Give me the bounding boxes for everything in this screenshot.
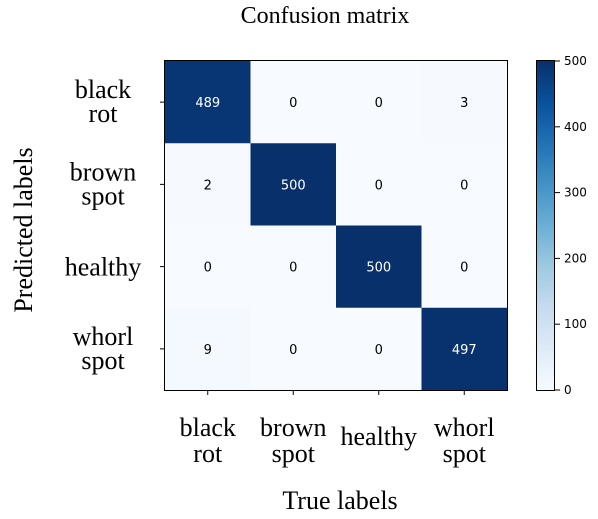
- matrix-cell: [421, 61, 508, 144]
- matrix-cell: [250, 61, 337, 144]
- x-axis: black rot brown spot healthy whorl spot: [180, 390, 495, 468]
- cell-value-label: 0: [289, 96, 297, 111]
- cell-value-label: 0: [460, 261, 468, 276]
- matrix-cell: [165, 307, 251, 391]
- colorbar-tick-label: 200: [564, 251, 587, 265]
- colorbar: 0 100 200 300 400 500: [536, 54, 587, 397]
- cell-value-label: 500: [281, 178, 306, 193]
- cell-value-label: 0: [375, 178, 383, 193]
- matrix-cell: [421, 307, 508, 391]
- cell-value-label: 0: [460, 178, 468, 193]
- cell-value-label: 2: [204, 178, 212, 193]
- y-tick-label: whorl spot: [73, 322, 134, 375]
- cell-value-label: 497: [452, 343, 477, 358]
- matrix-cell: [165, 225, 251, 309]
- cell-value-label: 0: [375, 343, 383, 358]
- matrix-cell: [250, 143, 337, 226]
- matrix-cell: [165, 61, 251, 144]
- cell-value-label: 3: [460, 96, 468, 111]
- matrix-cells: [165, 61, 508, 391]
- cell-value-label: 0: [375, 96, 383, 111]
- matrix-cell: [250, 225, 337, 309]
- y-tick-label: black rot: [75, 75, 131, 128]
- x-tick-label: whorl spot: [434, 413, 495, 468]
- matrix-cell: [421, 143, 508, 226]
- colorbar-tick-label: 100: [564, 317, 587, 331]
- matrix-cell: [336, 307, 422, 391]
- colorbar-tick-label: 500: [564, 54, 587, 68]
- x-axis-label: True labels: [282, 486, 397, 515]
- cell-value-label: 0: [204, 261, 212, 276]
- colorbar-gradient: [536, 60, 555, 391]
- colorbar-tick-label: 300: [564, 186, 587, 200]
- x-tick-label: brown spot: [260, 413, 326, 468]
- x-tick-label: black rot: [180, 413, 236, 468]
- cell-value-label: 9: [204, 343, 212, 358]
- chart-title: Confusion matrix: [241, 3, 410, 29]
- matrix-cell-labels: 489 0 0 3 2 500 0 0 0 0 500 0 9 0 0 497: [195, 96, 476, 358]
- cell-value-label: 500: [366, 261, 391, 276]
- matrix-cell: [250, 307, 337, 391]
- y-axis-label: Predicted labels: [9, 147, 38, 312]
- matrix-cell: [421, 225, 508, 309]
- matrix-cell: [336, 61, 422, 144]
- y-axis: black rot brown spot healthy whorl spot: [65, 75, 165, 375]
- matrix-cell: [336, 143, 422, 226]
- y-tick-label: brown spot: [70, 157, 136, 210]
- colorbar-tick-label: 400: [564, 120, 587, 134]
- matrix-cell: [165, 143, 251, 226]
- plot-frame: [164, 60, 508, 391]
- matrix-cell: [336, 225, 422, 309]
- colorbar-tick-label: 0: [564, 383, 572, 397]
- y-tick-label: healthy: [65, 253, 142, 282]
- colorbar-ticks: 0 100 200 300 400 500: [555, 54, 587, 397]
- cell-value-label: 0: [289, 343, 297, 358]
- x-tick-label: healthy: [340, 422, 417, 451]
- cell-value-label: 489: [195, 96, 220, 111]
- cell-value-label: 0: [289, 261, 297, 276]
